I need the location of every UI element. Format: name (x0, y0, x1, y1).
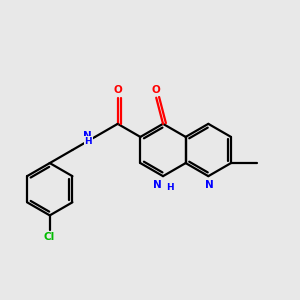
Text: O: O (152, 85, 161, 95)
Text: N: N (205, 180, 213, 190)
Text: H: H (85, 136, 92, 146)
Text: Cl: Cl (44, 232, 55, 242)
Text: H: H (167, 183, 174, 192)
Text: N: N (83, 131, 92, 141)
Text: O: O (113, 85, 122, 95)
Text: N: N (153, 180, 161, 190)
